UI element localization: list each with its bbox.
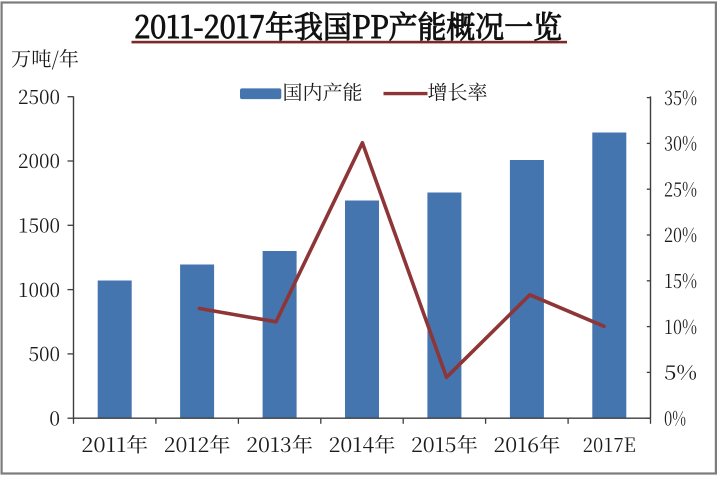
svg-text:国内产能: 国内产能: [283, 76, 363, 105]
svg-text:30%: 30%: [664, 128, 697, 157]
svg-text:1500: 1500: [18, 210, 60, 239]
svg-text:2013年: 2013年: [246, 429, 313, 458]
svg-text:2011-2017年我国PP产能概况一览: 2011-2017年我国PP产能概况一览: [134, 2, 562, 47]
svg-text:10%: 10%: [664, 311, 697, 340]
svg-text:20%: 20%: [664, 219, 697, 248]
svg-text:增长率: 增长率: [428, 76, 488, 105]
svg-text:5%: 5%: [664, 357, 697, 386]
svg-text:2015年: 2015年: [411, 429, 478, 458]
svg-text:2017E: 2017E: [583, 429, 636, 458]
svg-text:500: 500: [29, 338, 61, 367]
svg-text:15%: 15%: [664, 265, 697, 294]
svg-text:2016年: 2016年: [493, 429, 560, 458]
svg-text:0%: 0%: [664, 402, 686, 431]
svg-text:2500: 2500: [18, 81, 60, 110]
svg-text:0: 0: [49, 402, 60, 431]
svg-text:1000: 1000: [18, 274, 60, 303]
svg-text:2000: 2000: [18, 145, 60, 174]
svg-text:35%: 35%: [664, 82, 697, 111]
svg-text:2011年: 2011年: [81, 429, 148, 458]
svg-text:2014年: 2014年: [329, 429, 396, 458]
svg-text:25%: 25%: [664, 173, 697, 202]
svg-text:2012年: 2012年: [164, 429, 231, 458]
svg-text:万吨/年: 万吨/年: [11, 43, 79, 72]
